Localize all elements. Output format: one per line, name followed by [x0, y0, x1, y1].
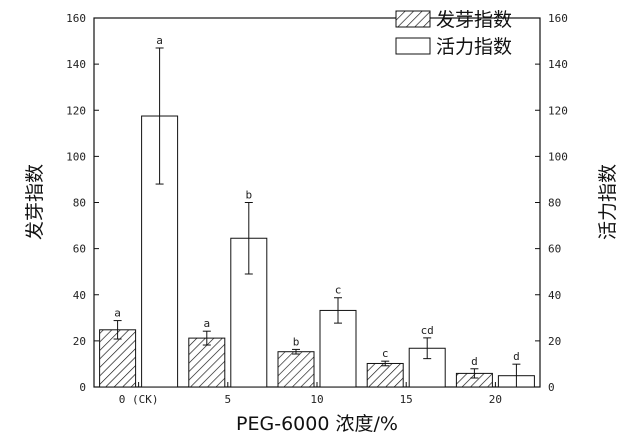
- significance-label: a: [114, 307, 121, 320]
- x-tick-label: 20: [489, 393, 502, 406]
- significance-label: a: [203, 317, 210, 330]
- left-y-tick-label: 120: [66, 104, 86, 117]
- left-y-tick-label: 20: [73, 335, 86, 348]
- right-y-axis: 0 20 40 60 80 100 120 140 160: [535, 12, 568, 394]
- right-y-tick-label: 20: [548, 335, 561, 348]
- x-tick-label: 5: [224, 393, 231, 406]
- left-y-tick-label: 40: [73, 289, 86, 302]
- right-y-tick-label: 80: [548, 197, 561, 210]
- right-y-tick-label: 60: [548, 243, 561, 256]
- x-axis: 0 (CK) 5 10 15 20: [119, 382, 502, 406]
- left-y-tick-label: 80: [73, 197, 86, 210]
- x-tick-label: 0 (CK): [119, 393, 159, 406]
- legend-swatch-germination-index: [395, 10, 431, 28]
- left-y-tick-label: 60: [73, 243, 86, 256]
- significance-label: c: [335, 284, 342, 297]
- left-y-tick-label: 160: [66, 12, 86, 25]
- right-y-axis-title: 活力指数: [597, 164, 619, 240]
- right-y-tick-label: 0: [548, 381, 555, 394]
- x-tick-label: 15: [400, 393, 413, 406]
- significance-label: b: [293, 335, 300, 348]
- significance-label: b: [245, 189, 252, 202]
- left-y-tick-label: 100: [66, 150, 86, 163]
- germination-index-bar: [277, 351, 315, 388]
- right-y-tick-label: 160: [548, 12, 568, 25]
- right-y-tick-label: 40: [548, 289, 561, 302]
- right-y-tick-label: 120: [548, 104, 568, 117]
- significance-label: d: [471, 355, 478, 368]
- x-tick-label: 10: [310, 393, 323, 406]
- legend-swatch-vigor-index: [395, 37, 431, 55]
- legend: 发芽指数 活力指数: [395, 9, 512, 58]
- significance-label: cd: [421, 324, 434, 337]
- germination-index-bar: [366, 362, 404, 388]
- significance-label: c: [382, 347, 389, 360]
- right-y-tick-label: 140: [548, 58, 568, 71]
- bars-layer: a a a b b c c cd d d: [99, 34, 535, 388]
- right-y-tick-label: 100: [548, 150, 568, 163]
- legend-label-germination-index: 发芽指数: [436, 9, 512, 31]
- left-y-tick-label: 140: [66, 58, 86, 71]
- left-y-axis-title: 发芽指数: [24, 164, 46, 240]
- x-axis-title: PEG-6000 浓度/%: [236, 413, 398, 435]
- significance-label: a: [156, 34, 163, 47]
- left-y-axis: 0 20 40 60 80 100 120 140 160: [66, 12, 99, 394]
- left-y-tick-label: 0: [79, 381, 86, 394]
- significance-label: d: [513, 350, 520, 363]
- legend-label-vigor-index: 活力指数: [436, 36, 512, 58]
- germination-index-bar: [188, 337, 226, 388]
